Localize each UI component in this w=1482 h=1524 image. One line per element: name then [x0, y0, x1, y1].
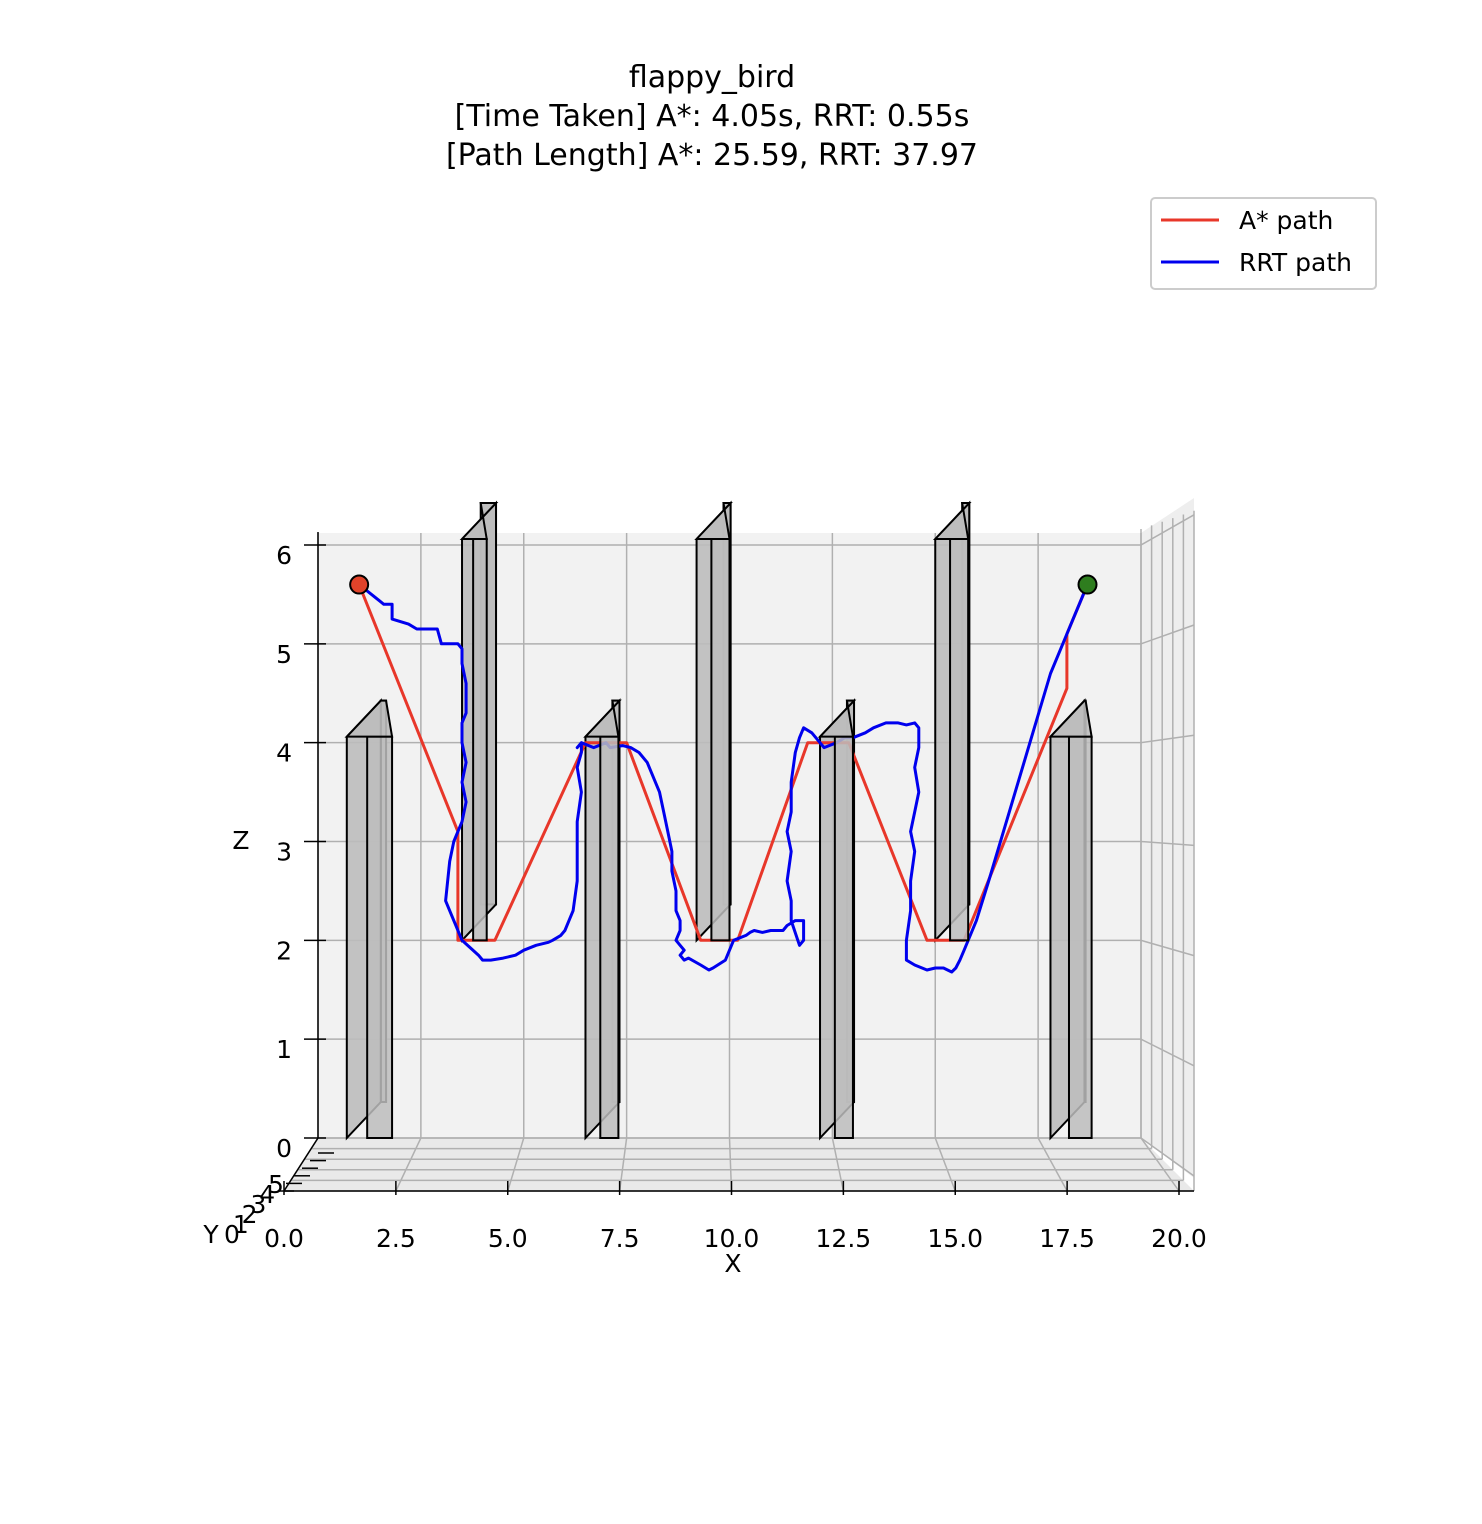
- y-axis-label: Y: [202, 1220, 219, 1249]
- legend-rrt-label: RRT path: [1239, 248, 1352, 277]
- z-tick-label: 5: [276, 640, 292, 669]
- z-tick-label: 1: [276, 1035, 292, 1064]
- x-tick-label: 12.5: [816, 1224, 872, 1253]
- start-marker: [350, 576, 368, 594]
- goal-marker: [1079, 576, 1097, 594]
- x-tick-label: 20.0: [1151, 1224, 1207, 1253]
- obstacle-front-face: [1069, 737, 1092, 1138]
- obstacle-top-face: [935, 503, 969, 539]
- x-tick-label: 0.0: [264, 1224, 304, 1253]
- x-axis-label: X: [724, 1249, 741, 1278]
- x-tick-label: 2.5: [376, 1224, 416, 1253]
- z-tick-label: 0: [276, 1134, 292, 1163]
- z-axis-label: Z: [232, 826, 249, 855]
- obstacle-front-face: [367, 737, 392, 1138]
- z-tick-label: 6: [276, 541, 292, 570]
- z-tick-label: 3: [276, 838, 292, 867]
- legend-astar-label: A* path: [1239, 206, 1333, 235]
- obstacle-front-face: [835, 737, 853, 1138]
- z-tick-label: 2: [276, 936, 292, 965]
- legend: A* path RRT path: [1151, 198, 1376, 289]
- right-wall: [1141, 498, 1194, 1178]
- obstacle-front-face: [473, 539, 487, 940]
- x-tick-label: 7.5: [600, 1224, 640, 1253]
- z-tick-label: 4: [276, 739, 292, 768]
- floor: [284, 1138, 1194, 1191]
- y-tick-label: 5: [268, 1170, 284, 1199]
- x-tick-label: 5.0: [488, 1224, 528, 1253]
- obstacle-front-face: [600, 737, 618, 1138]
- x-tick-label: 15.0: [927, 1224, 983, 1253]
- obstacle-top-face: [697, 503, 731, 539]
- obstacle-front-face: [711, 539, 729, 940]
- x-tick-label: 17.5: [1039, 1224, 1095, 1253]
- obstacle-front-face: [950, 539, 968, 940]
